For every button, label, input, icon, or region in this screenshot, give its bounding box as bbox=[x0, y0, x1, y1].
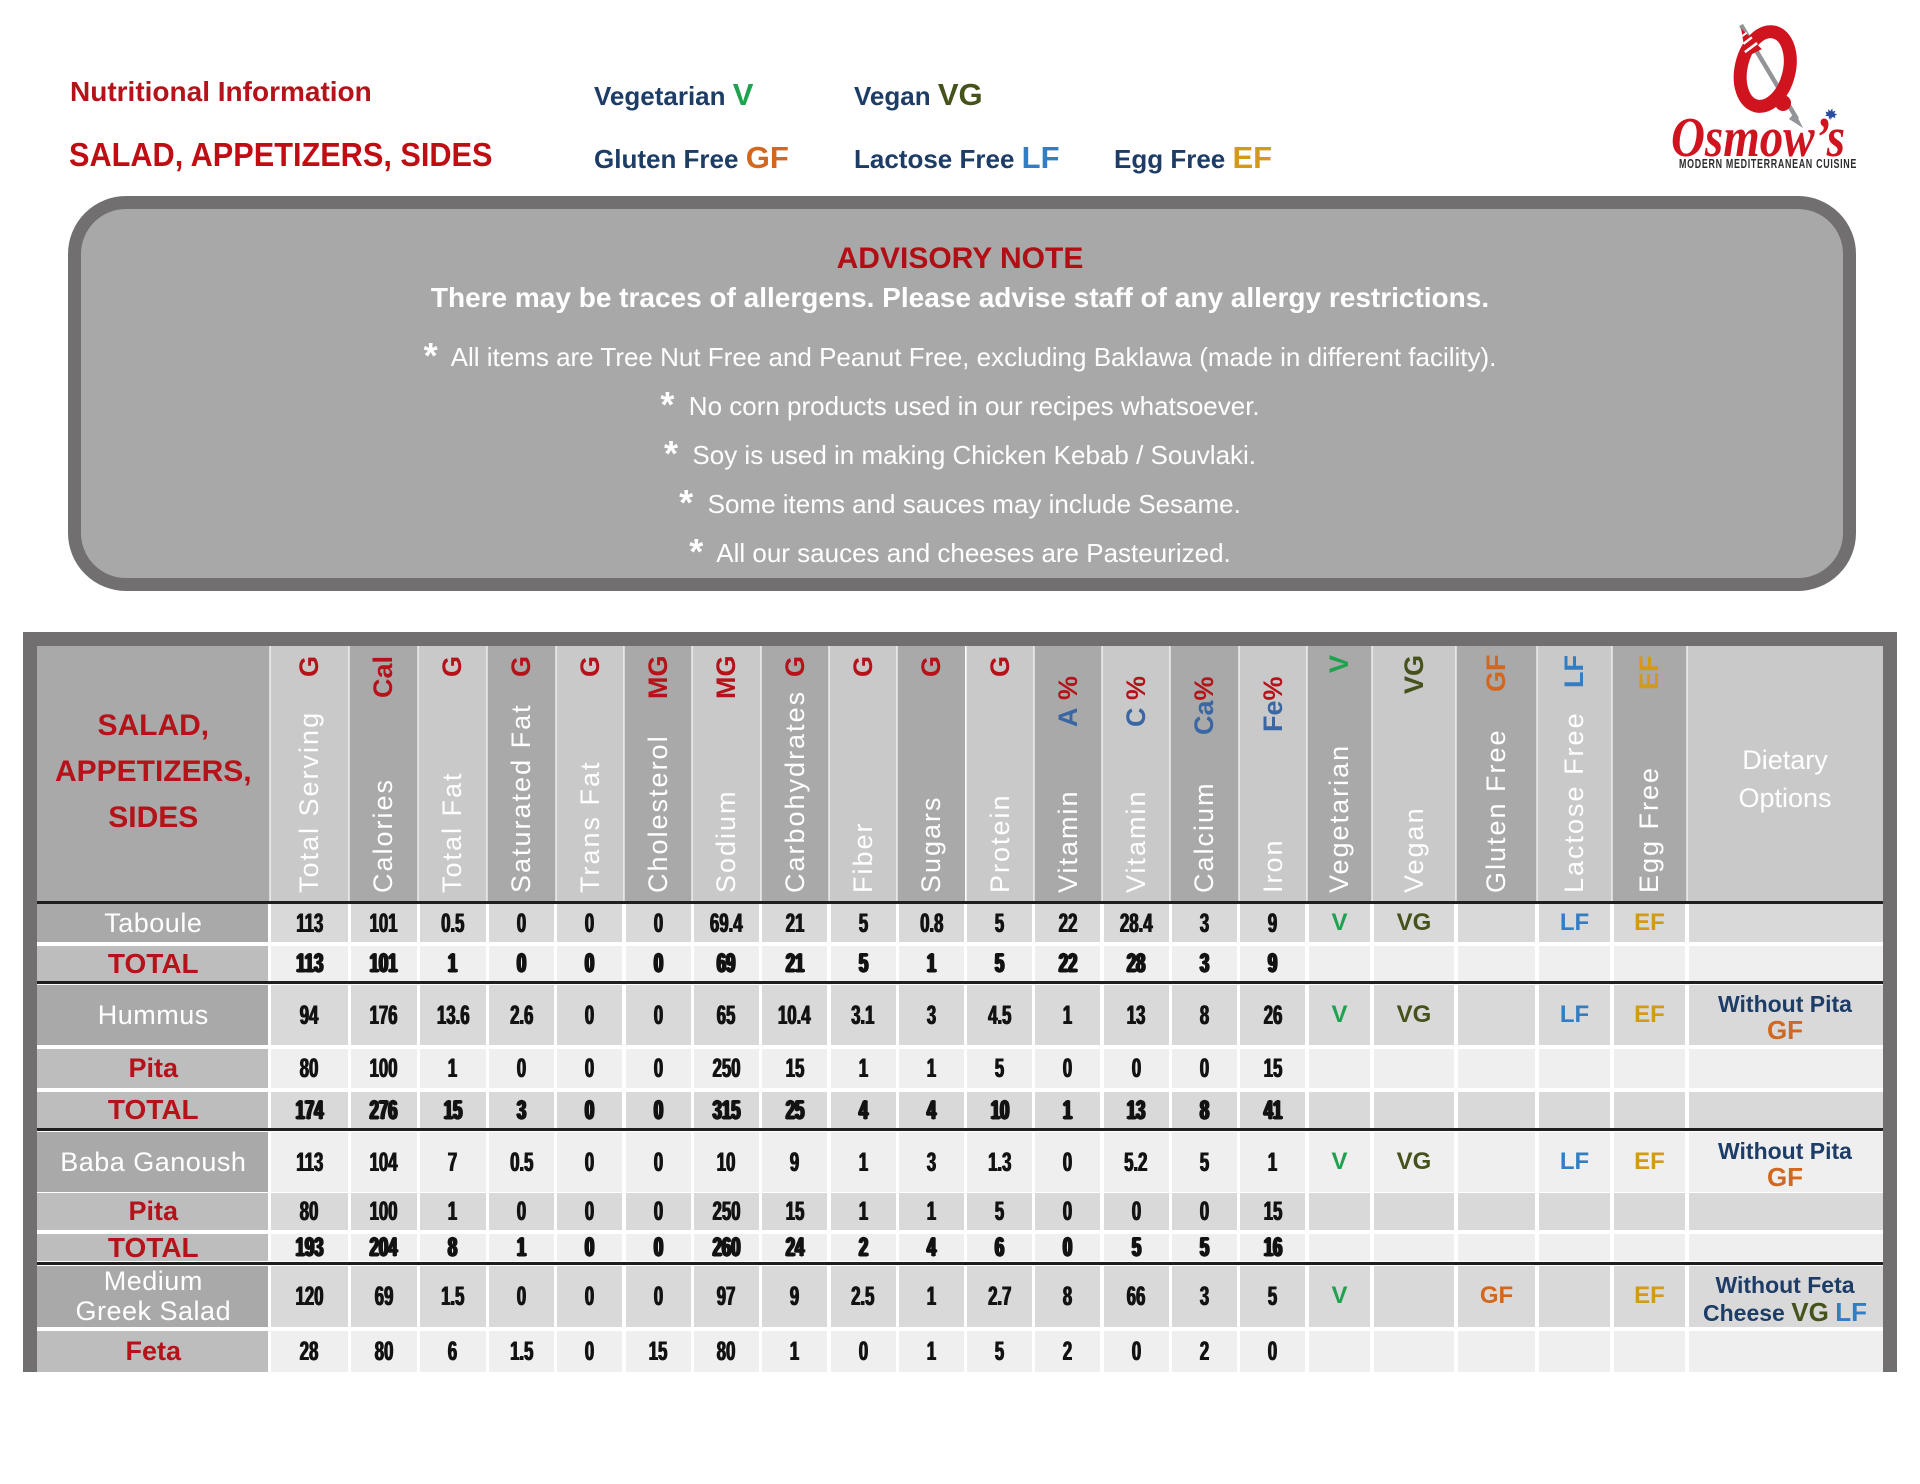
svg-text:Osmow’s: Osmow’s bbox=[1671, 107, 1845, 169]
svg-text:MODERN MEDITERRANEAN CUISINE: MODERN MEDITERRANEAN CUISINE bbox=[1679, 156, 1857, 171]
